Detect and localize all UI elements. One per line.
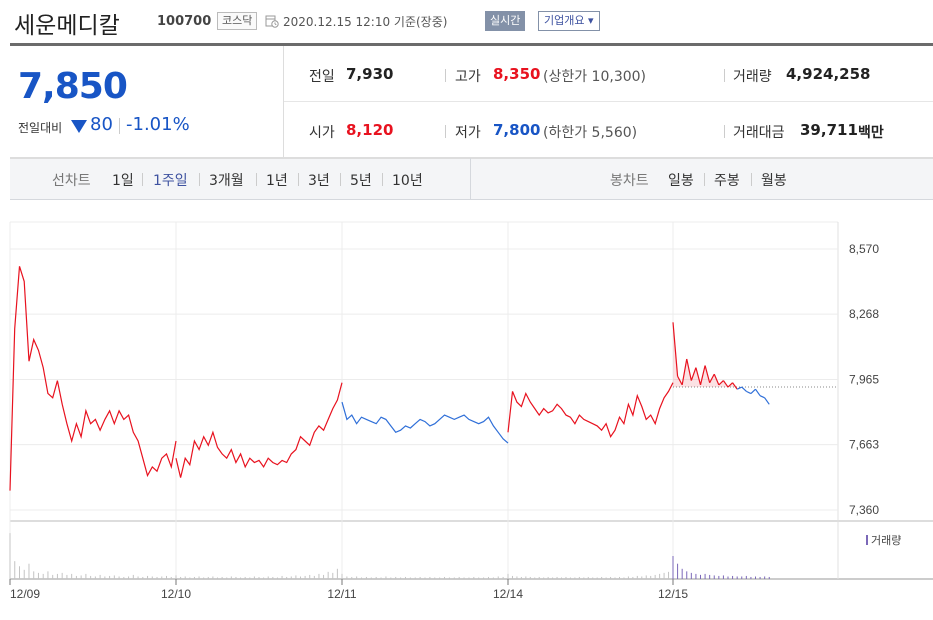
chart-toolbar xyxy=(10,158,933,200)
series-line-12-10 xyxy=(175,382,343,478)
series-line-12-15-segment xyxy=(718,380,724,386)
candle-daily[interactable]: 일봉 xyxy=(668,173,694,189)
series-line-12-15-segment xyxy=(732,382,738,390)
series-line-12-14 xyxy=(507,382,674,439)
series-line-12-15-segment xyxy=(759,395,765,399)
prev-close-value: 7,930 xyxy=(346,65,394,83)
y-tick-label: 7,965 xyxy=(849,373,879,387)
change-label: 전일대비 xyxy=(18,121,63,135)
divider xyxy=(340,173,341,186)
y-tick-label: 8,268 xyxy=(849,307,879,321)
divider xyxy=(298,173,299,186)
series-line-12-15-segment xyxy=(704,365,711,383)
series-line-12-15-segment xyxy=(746,390,752,395)
volume-legend-label: 거래량 xyxy=(871,534,902,547)
upper-limit: (상한가 10,300) xyxy=(543,69,647,85)
amount-value: 39,711 xyxy=(800,121,858,139)
series-line-12-15-segment xyxy=(695,367,702,386)
high-value: 8,350 xyxy=(493,65,541,83)
series-line-12-15-segment xyxy=(686,358,692,381)
period-5y[interactable]: 5년 xyxy=(350,173,372,189)
series-line-12-15-segment xyxy=(764,397,770,405)
series-line-12-15-segment xyxy=(690,367,697,381)
above-prev-close-area xyxy=(673,322,770,387)
series-line-12-15-segment xyxy=(699,365,706,386)
x-tick-label: 12/11 xyxy=(327,587,356,601)
volume-value: 4,924,258 xyxy=(786,65,871,83)
candle-chart-label: 봉차트 xyxy=(610,173,649,189)
volume-legend: 거래량 xyxy=(866,532,901,548)
y-tick-label: 8,570 xyxy=(849,242,879,256)
series-line-12-15-segment xyxy=(750,388,756,394)
price-chart: 8,570 8,268 7,965 7,663 7,360 12/09 12/10 12/11… xyxy=(9,221,933,601)
prev-close-label: 전일 xyxy=(309,69,335,85)
stock-name: 세운메디칼 xyxy=(14,13,120,39)
down-triangle-icon xyxy=(71,120,87,133)
period-1w[interactable]: 1주일 xyxy=(153,173,188,189)
x-tick-label: 12/14 xyxy=(493,587,523,601)
period-10y[interactable]: 10년 xyxy=(392,173,423,189)
y-tick-label: 7,360 xyxy=(849,503,879,517)
realtime-button[interactable]: 실시간 xyxy=(485,11,526,31)
candle-weekly[interactable]: 주봉 xyxy=(714,173,740,189)
high-label: 고가 xyxy=(455,69,481,85)
period-1d[interactable]: 1일 xyxy=(112,173,134,189)
divider xyxy=(445,69,446,82)
divider xyxy=(256,173,257,186)
series-line-12-15-segment xyxy=(727,382,733,388)
series-line-12-15-segment xyxy=(709,373,715,384)
amount-label: 거래대금 xyxy=(733,125,785,141)
series-line-12-15-segment xyxy=(713,373,720,386)
divider xyxy=(724,125,725,138)
quote-datetime: 2020.12.15 12:10 기준(장중) xyxy=(283,15,448,29)
divider xyxy=(724,69,725,82)
period-3m[interactable]: 3개월 xyxy=(209,173,244,189)
series-line-12-15-segment xyxy=(755,388,761,397)
low-label: 저가 xyxy=(455,125,481,141)
series-line-12-15-segment xyxy=(722,380,729,388)
volume-label: 거래량 xyxy=(733,69,772,85)
series-line-12-09 xyxy=(9,266,177,491)
divider xyxy=(142,173,143,186)
stock-code: 100700 xyxy=(157,14,212,29)
x-tick-label: 12/09 xyxy=(10,587,40,601)
divider xyxy=(751,173,752,186)
open-label: 시가 xyxy=(309,125,335,141)
open-value: 8,120 xyxy=(346,121,394,139)
x-tick-label: 12/10 xyxy=(161,587,191,601)
divider xyxy=(283,46,284,158)
x-tick-label: 12/15 xyxy=(658,587,688,601)
series-line-12-11 xyxy=(341,401,509,444)
divider xyxy=(119,118,120,134)
series-line-12-15-segment xyxy=(677,375,683,386)
stock-header: 세운메디칼 100700 코스닥 2020.12.15 12:10 기준(장중)… xyxy=(0,0,933,44)
lower-limit: (하한가 5,560) xyxy=(543,125,638,141)
company-overview-button[interactable]: 기업개요 ▾ xyxy=(538,11,600,31)
series-line-12-15-segment xyxy=(736,386,743,390)
divider xyxy=(445,125,446,138)
change-value: 80 xyxy=(90,114,113,135)
series-line-12-15-segment xyxy=(681,358,688,385)
period-1y[interactable]: 1년 xyxy=(266,173,288,189)
amount-unit: 백만 xyxy=(858,125,884,141)
change-rate: -1.01% xyxy=(126,114,190,135)
divider xyxy=(382,173,383,186)
series-line-12-15-segment xyxy=(672,322,679,377)
low-value: 7,800 xyxy=(493,121,541,139)
series-line-12-15-segment xyxy=(741,386,747,392)
price-summary xyxy=(10,46,933,158)
market-badge: 코스닥 xyxy=(217,12,258,30)
divider xyxy=(704,173,705,186)
y-tick-label: 7,663 xyxy=(849,438,879,452)
period-3y[interactable]: 3년 xyxy=(308,173,330,189)
header-divider xyxy=(10,43,933,46)
candle-monthly[interactable]: 월봉 xyxy=(761,173,787,189)
current-price: 7,850 xyxy=(18,66,128,107)
divider xyxy=(199,173,200,186)
divider xyxy=(470,158,471,200)
divider xyxy=(284,101,933,102)
line-chart-label: 선차트 xyxy=(52,173,91,189)
volume-legend-swatch xyxy=(866,535,868,545)
calendar-clock-icon xyxy=(265,15,279,28)
